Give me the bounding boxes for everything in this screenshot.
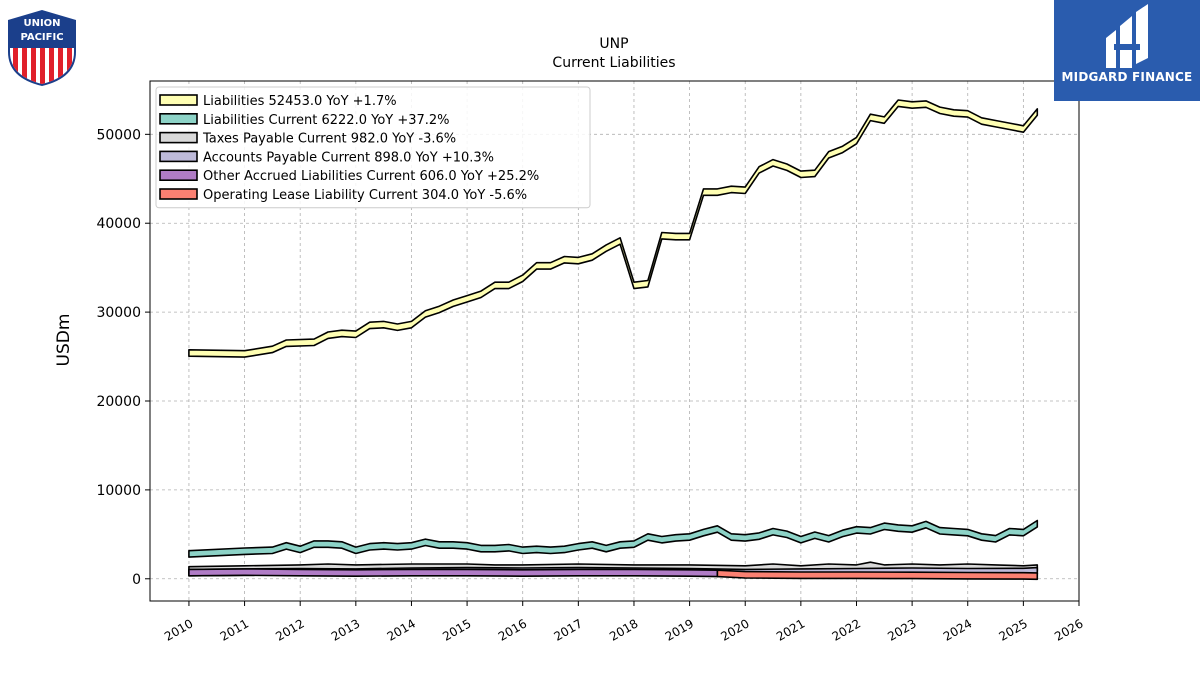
legend-entry-2: Liabilities Current 6222.0 YoY +37.2% [203,113,450,128]
series-layer [188,99,1039,581]
legend-entry-5: Other Accrued Liabilities Current 606.0 … [203,169,539,184]
y-axis-label: USDm [54,314,74,367]
x-tick-label: 2014 [385,616,418,643]
chart-title: UNP [599,36,628,52]
legend-entry-4: Accounts Payable Current 898.0 YoY +10.3… [203,150,494,165]
series-band-2 [188,519,1039,558]
plot-frame [149,80,1080,602]
legend-swatch-5 [159,169,198,181]
y-tick-label: 30000 [96,305,141,321]
logo-left-line2: PACIFIC [20,32,63,43]
x-tick-label: 2024 [941,616,974,643]
y-tick-label: 50000 [96,127,141,143]
legend-entry-6: Operating Lease Liability Current 304.0 … [203,188,527,203]
legend: Liabilities 52453.0 YoY +1.7% Liabilities… [155,86,591,209]
y-tick-label: 20000 [96,394,141,410]
x-tick-label: 2023 [885,616,918,643]
legend-entry-3: Taxes Payable Current 982.0 YoY -3.6% [202,132,456,147]
legend-swatch-3 [159,131,198,144]
logo-left-line1: UNION [23,18,60,29]
x-tick-label: 2011 [218,616,251,643]
x-tick-label: 2017 [551,616,584,643]
x-tick-label: 2016 [496,616,529,643]
series-band-5 [188,568,719,578]
legend-swatch-1 [159,94,198,106]
x-tick-label: 2026 [1052,616,1085,643]
midgard-emblem-icon [1106,4,1148,68]
series-band-6 [716,569,1039,581]
x-tick-label: 2018 [607,616,640,643]
legend-entry-1: Liabilities 52453.0 YoY +1.7% [203,94,397,109]
y-tick-label: 10000 [96,483,141,499]
chart-subtitle: Current Liabilities [552,55,675,71]
legend-box [155,86,591,209]
x-tick-label: 2010 [162,616,195,643]
x-tick-label: 2020 [718,616,751,643]
y-tick-label: 40000 [96,216,141,232]
legend-swatch-4 [159,150,198,163]
x-tick-label: 2021 [774,616,807,643]
legend-swatch-2 [159,113,198,125]
x-tick-label: 2025 [996,616,1029,643]
midgard-finance-logo: MIDGARD FINANCE [1054,0,1200,101]
x-tick-label: 2013 [329,616,362,643]
y-tick-label: 0 [132,572,141,588]
logo-right-brand: MIDGARD FINANCE [1061,70,1193,84]
x-tick-label: 2012 [273,616,306,643]
legend-swatch-6 [159,188,198,200]
x-tick-label: 2019 [663,616,696,643]
union-pacific-logo: UNION PACIFIC [6,8,78,86]
x-tick-label: 2022 [830,616,863,643]
series-band-1 [188,99,1039,358]
x-tick-label: 2015 [440,616,473,643]
